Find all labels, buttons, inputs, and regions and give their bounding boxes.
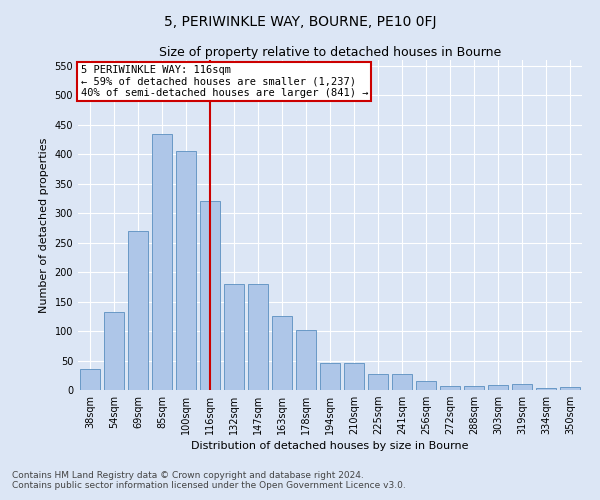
Y-axis label: Number of detached properties: Number of detached properties — [39, 138, 49, 312]
Bar — [512, 384, 532, 390]
Bar — [224, 284, 244, 390]
Bar — [128, 231, 148, 390]
Text: 5 PERIWINKLE WAY: 116sqm
← 59% of detached houses are smaller (1,237)
40% of sem: 5 PERIWINKLE WAY: 116sqm ← 59% of detach… — [80, 65, 368, 98]
Bar — [296, 330, 316, 390]
Text: 5, PERIWINKLE WAY, BOURNE, PE10 0FJ: 5, PERIWINKLE WAY, BOURNE, PE10 0FJ — [164, 15, 436, 29]
Bar — [80, 370, 100, 390]
Bar — [488, 384, 508, 390]
Bar — [392, 374, 412, 390]
Bar — [176, 152, 196, 390]
Bar — [368, 374, 388, 390]
Title: Size of property relative to detached houses in Bourne: Size of property relative to detached ho… — [159, 46, 501, 59]
Bar — [536, 388, 556, 390]
Bar — [152, 134, 172, 390]
Bar — [344, 364, 364, 390]
Bar — [272, 316, 292, 390]
Bar — [464, 386, 484, 390]
Bar — [200, 202, 220, 390]
Bar — [104, 312, 124, 390]
Bar — [416, 381, 436, 390]
Text: Contains HM Land Registry data © Crown copyright and database right 2024.: Contains HM Land Registry data © Crown c… — [12, 470, 364, 480]
X-axis label: Distribution of detached houses by size in Bourne: Distribution of detached houses by size … — [191, 442, 469, 452]
Bar — [440, 386, 460, 390]
Bar — [560, 387, 580, 390]
Bar — [248, 284, 268, 390]
Bar — [320, 364, 340, 390]
Text: Contains public sector information licensed under the Open Government Licence v3: Contains public sector information licen… — [12, 480, 406, 490]
